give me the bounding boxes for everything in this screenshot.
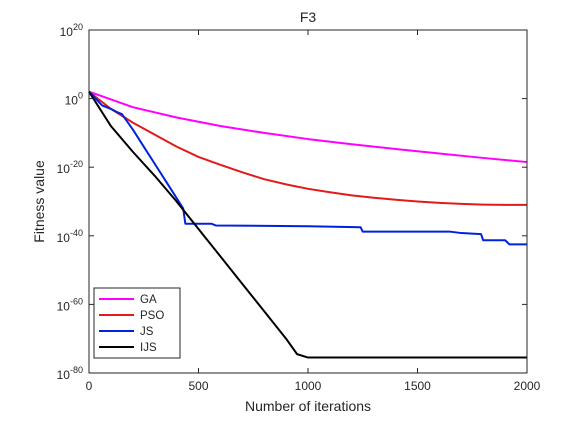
series-line-pso (88, 90, 527, 206)
legend-label-ijs: IJS (140, 342, 157, 354)
legend-label-ga: GA (140, 294, 157, 306)
chart-title: F3 (300, 9, 317, 25)
legend-label-js: JS (140, 326, 154, 338)
ticks-layer: 0 500 1000 1500 2000 1020 100 10-20 10-40 10-60 10… (57, 22, 541, 393)
x-tick-label: 1500 (404, 379, 431, 393)
legend-label-pso: PSO (140, 310, 164, 322)
series-layer (88, 90, 528, 359)
series-line-js (88, 91, 527, 246)
x-tick-label: 1000 (295, 379, 322, 393)
y-tick-label: 10-40 (57, 228, 83, 245)
series-line-ijs (88, 91, 527, 359)
y-tick-label: 10-80 (57, 365, 83, 382)
x-tick-label: 2000 (514, 379, 541, 393)
y-axis-label: Fitness value (31, 160, 47, 243)
x-axis-label: Number of iterations (245, 398, 371, 414)
x-tick-label: 0 (86, 379, 93, 393)
series-line-ga (88, 90, 528, 164)
y-tick-label: 10-20 (57, 159, 83, 176)
y-tick-label: 1020 (60, 22, 83, 39)
y-tick-label: 10-60 (57, 296, 83, 313)
legend: GA PSO JS IJS (93, 287, 181, 359)
x-tick-label: 500 (188, 379, 208, 393)
y-tick-label: 100 (65, 91, 83, 108)
